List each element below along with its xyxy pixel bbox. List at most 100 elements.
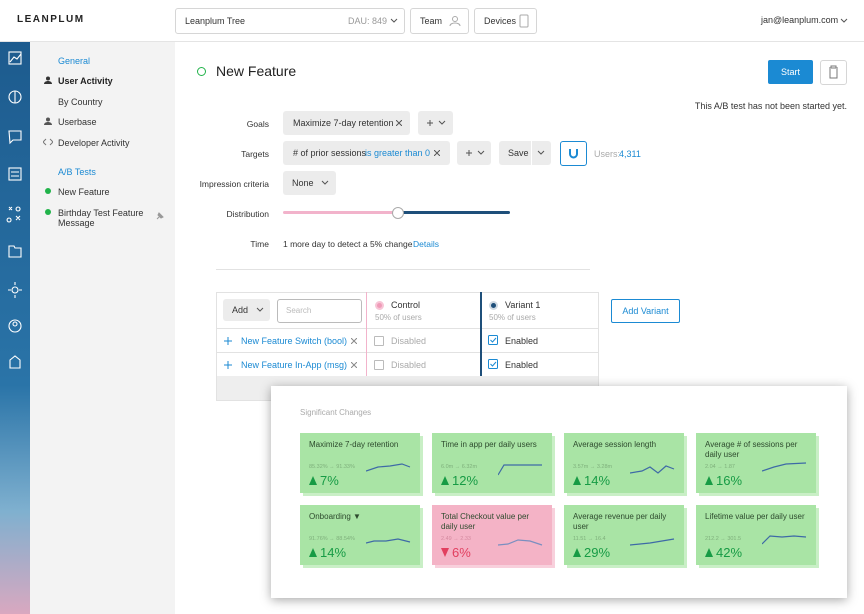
variant-line (480, 292, 482, 376)
sparkline-path (762, 535, 807, 545)
nav-section[interactable]: General (58, 56, 91, 66)
nav-item[interactable]: By Country (58, 97, 103, 107)
caret (256, 307, 264, 312)
column-name: Control (391, 300, 421, 310)
status-dot (45, 209, 51, 215)
row-line (216, 328, 598, 329)
status-ring (197, 67, 206, 76)
goal-text: Maximize 7-day retention (293, 118, 394, 128)
add-button[interactable]: Add (223, 299, 270, 321)
expand-icon[interactable] (224, 361, 232, 369)
divider (216, 269, 590, 270)
card-stats: 91.76% → 88.54% (309, 536, 355, 542)
checkbox[interactable] (374, 336, 384, 346)
sparkline-path (498, 539, 543, 546)
details-link[interactable]: Details (413, 239, 439, 249)
trend-arrow (309, 476, 317, 485)
slider-left (283, 211, 398, 214)
team-button[interactable]: Team (410, 8, 469, 34)
caret (321, 180, 329, 185)
trend-arrow (441, 476, 449, 485)
trend-arrow (705, 476, 713, 485)
row-line (216, 352, 598, 353)
magnet-icon (569, 149, 578, 159)
icon-rail (0, 42, 30, 614)
goal-chip[interactable]: Maximize 7-day retention (283, 111, 410, 135)
add-target[interactable] (457, 141, 491, 165)
checkbox-checked[interactable] (488, 359, 499, 370)
users-count: 4,311 (619, 149, 641, 159)
card-stats: 11.51 → 16.4 (573, 536, 606, 542)
team-label: Team (420, 16, 443, 26)
nav-item[interactable]: New Feature (58, 187, 110, 197)
checkbox[interactable] (374, 360, 384, 370)
divider (531, 141, 532, 165)
expand-icon[interactable] (224, 337, 232, 345)
nav-item[interactable]: Birthday Test Feature Message (58, 208, 144, 228)
target-chip[interactable]: # of prior sessions is greater than 0 (283, 141, 450, 165)
delete-button[interactable] (820, 60, 847, 85)
form-label: Goals (246, 119, 269, 129)
trend-arrow (705, 548, 713, 557)
nav-item[interactable]: Developer Activity (58, 138, 130, 148)
nav-section[interactable]: A/B Tests (58, 167, 96, 177)
row-name[interactable]: New Feature Switch (bool) (241, 336, 348, 346)
nav-item-active[interactable]: User Activity (58, 76, 113, 86)
change-card: Total Checkout value per daily user 2.49 … (432, 505, 552, 565)
remove-icon[interactable] (351, 362, 357, 368)
magnet-button[interactable] (560, 141, 587, 166)
card-stats: 6.0m → 6.32m (441, 464, 478, 470)
form-label: Distribution (226, 209, 269, 219)
sparkline (630, 538, 675, 546)
devices-button[interactable]: Devices (474, 8, 537, 34)
remove-icon[interactable] (351, 338, 357, 344)
slider-knob[interactable] (392, 207, 404, 219)
sparkline-path (498, 464, 542, 476)
trend-arrow (573, 476, 581, 485)
checkbox-checked[interactable] (488, 335, 499, 346)
add-variant-button[interactable]: Add Variant (611, 299, 680, 323)
devices-label: Devices (484, 16, 517, 26)
side-nav (30, 42, 175, 614)
rail-icons (6, 51, 22, 369)
cell: Disabled (391, 360, 427, 370)
nav-item[interactable]: Userbase (58, 117, 97, 127)
user-menu[interactable]: jan@leanplum.com (761, 15, 839, 25)
sparkline (762, 462, 807, 472)
variant-radio[interactable] (489, 301, 498, 310)
status-message: This A/B test has not been started yet. (694, 101, 847, 111)
control-radio[interactable] (375, 301, 384, 310)
card-stats: 85.32% → 91.33% (309, 464, 355, 470)
card-value: 14% (584, 473, 611, 488)
nav-icon (44, 117, 52, 125)
control-line (366, 292, 367, 376)
impression-select[interactable]: None (283, 171, 336, 195)
users-label: Users: (594, 149, 621, 159)
nav-icon (44, 76, 52, 84)
sparkline-path (630, 465, 675, 474)
app-selector[interactable]: Leanplum Tree DAU: 849 (175, 8, 405, 34)
search-input[interactable]: Search (277, 299, 362, 323)
target-field: # of prior sessions (293, 148, 367, 158)
sparkline (630, 465, 675, 474)
start-button[interactable]: Start (768, 60, 813, 84)
save-button[interactable]: Save (499, 141, 551, 165)
remove-icon[interactable] (434, 150, 440, 156)
sparkline (762, 535, 807, 545)
significant-changes-panel: Significant Changes Maximize 7-day reten… (271, 386, 847, 598)
card-stats: 2.49 → 2.33 (441, 536, 471, 542)
sparkline (498, 464, 542, 476)
trash-icon (829, 65, 838, 79)
sparkline-path (762, 462, 807, 472)
add-goal[interactable] (418, 111, 453, 135)
remove-icon[interactable] (396, 120, 402, 126)
cell: Enabled (505, 360, 539, 370)
caret (390, 18, 398, 23)
status-dot (45, 188, 51, 194)
trend-arrow (309, 548, 317, 557)
change-card: Onboarding ▼ 91.76% → 88.54% 14% (300, 505, 420, 565)
caret (537, 150, 545, 155)
impression-value: None (292, 178, 314, 188)
row-name[interactable]: New Feature In-App (msg) (241, 360, 348, 370)
